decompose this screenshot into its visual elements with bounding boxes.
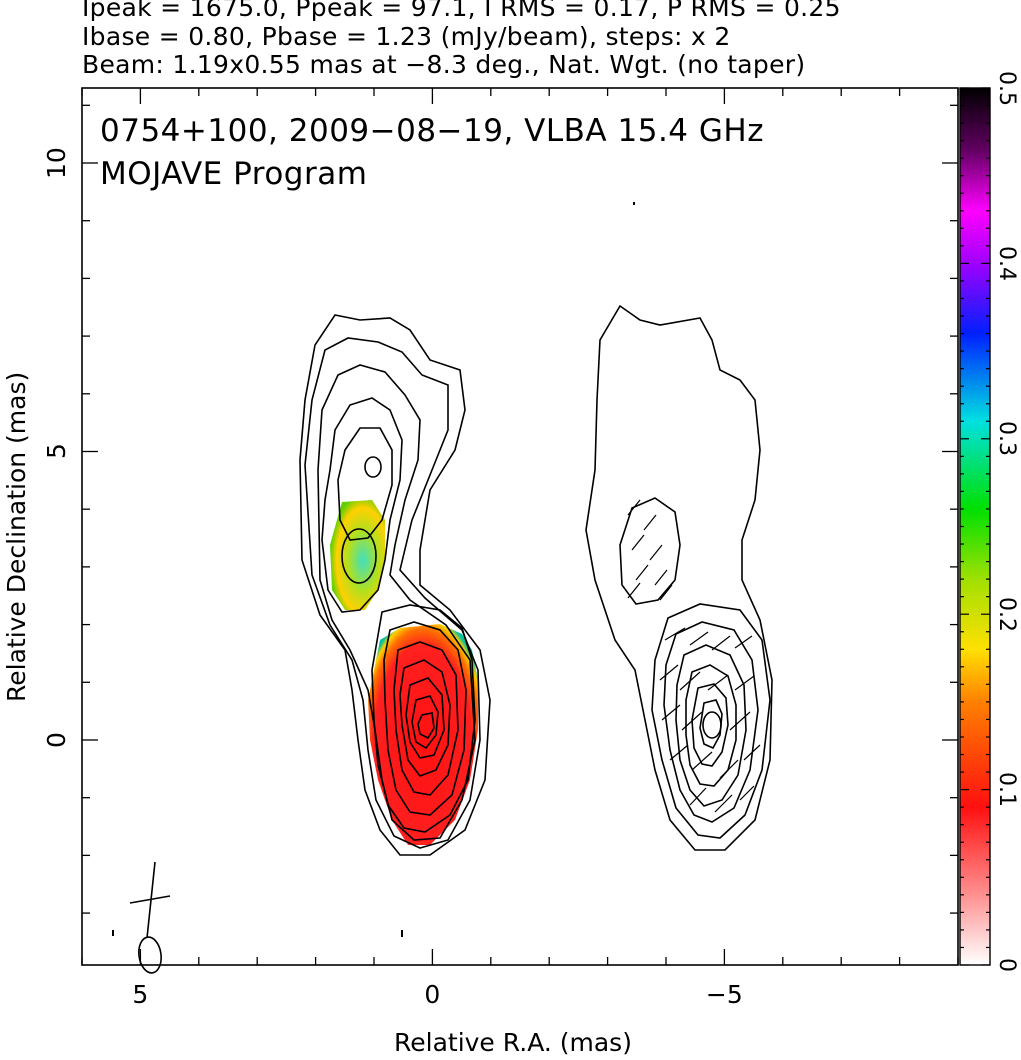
- header-beam-line: Beam: 1.19x0.55 mas at −8.3 deg., Nat. W…: [82, 50, 806, 79]
- colorbar-tick-label: 0.2: [994, 596, 1019, 632]
- x-axis-ticks: [81, 88, 959, 965]
- y-axis-ticks: [82, 104, 958, 914]
- y-axis-label: Relative Declination (mas): [2, 371, 31, 702]
- colorbar-tick-label: 0.3: [994, 421, 1019, 457]
- evpa-vectors: [627, 499, 761, 813]
- beam-ellipse: [129, 861, 171, 974]
- y-tick-label: 10: [42, 147, 71, 179]
- colorbar-tick-label: 0: [994, 958, 1019, 972]
- total-intensity-contours: [299, 314, 491, 856]
- y-tick-label: 0: [42, 732, 71, 748]
- colorbar-tick-label: 0.4: [994, 245, 1019, 281]
- y-tick-label: 5: [42, 443, 71, 460]
- colorbar: [959, 87, 991, 966]
- x-tick-label: 0: [424, 980, 441, 1009]
- header-stats-line: Ipeak = 1675.0, Ppeak = 97.1, I RMS = 0.…: [82, 0, 841, 22]
- x-tick-label: 5: [132, 980, 149, 1009]
- colorbar-ticks: [960, 87, 990, 966]
- noise-specks: [112, 202, 635, 937]
- plot-title: 0754+100, 2009−08−19, VLBA 15.4 GHz: [100, 113, 764, 149]
- plot-subtitle: MOJAVE Program: [100, 156, 368, 192]
- x-axis-label: Relative R.A. (mas): [394, 1028, 632, 1057]
- polarized-intensity-contours: [585, 304, 773, 851]
- colorbar-tick-label: 0.5: [994, 70, 1019, 106]
- colorbar-tick-label: 0.1: [994, 772, 1019, 808]
- plot-frame: [81, 87, 959, 966]
- x-tick-label: −5: [705, 980, 743, 1009]
- header-base-line: Ibase = 0.80, Pbase = 1.23 (mJy/beam), s…: [82, 22, 731, 51]
